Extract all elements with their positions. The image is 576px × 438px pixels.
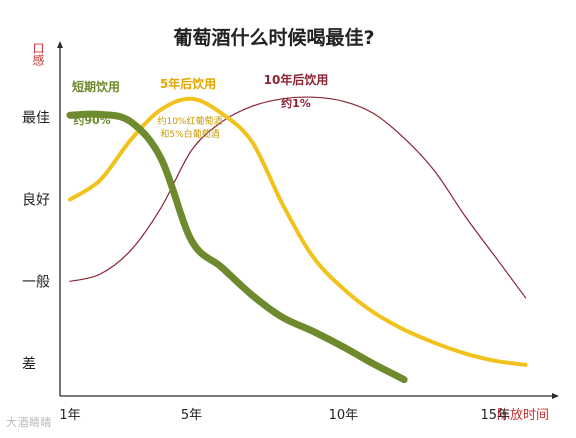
y-tick-label: 差 (22, 356, 36, 372)
series-line-5-years (68, 96, 528, 367)
x-tick-label: 1年 (59, 408, 80, 423)
series-note-5-years-line: 约10%红葡萄酒 (157, 115, 222, 127)
series-note-5-years: 约10%红葡萄酒和5%白葡萄酒 (157, 115, 222, 140)
y-tick-label: 最佳 (22, 111, 50, 127)
x-tick-label: 5年 (181, 408, 202, 423)
x-tick-label: 10年 (329, 408, 359, 423)
watermark-text: 大酒睛睛 (6, 416, 52, 429)
series-line-short-term (66, 110, 408, 384)
series-name-10-years: 10年后饮用 (264, 72, 329, 87)
axes (57, 41, 559, 399)
x-tick-labels: 1年 5年 10年 15年 (59, 408, 510, 423)
series-note-10-years: 约1% (281, 96, 311, 110)
series-lines (66, 96, 528, 384)
chart-title: 葡萄酒什么时候喝最佳? (173, 26, 374, 49)
series-name-short-term: 短期饮用 (72, 79, 120, 94)
series-note-short-term: 约90% (73, 113, 110, 127)
y-tick-label: 良好 (22, 193, 50, 209)
x-axis-label: 陈放时间 (497, 407, 549, 423)
series-name-5-years: 5年后饮用 (160, 76, 216, 91)
series-note-5-years-line: 和5%白葡萄酒 (160, 128, 219, 140)
y-tick-label: 一般 (22, 274, 50, 290)
series-line-10-years (69, 96, 527, 299)
y-axis-label: 口感 (31, 42, 45, 66)
x-tick-label: 15年 (480, 408, 510, 423)
